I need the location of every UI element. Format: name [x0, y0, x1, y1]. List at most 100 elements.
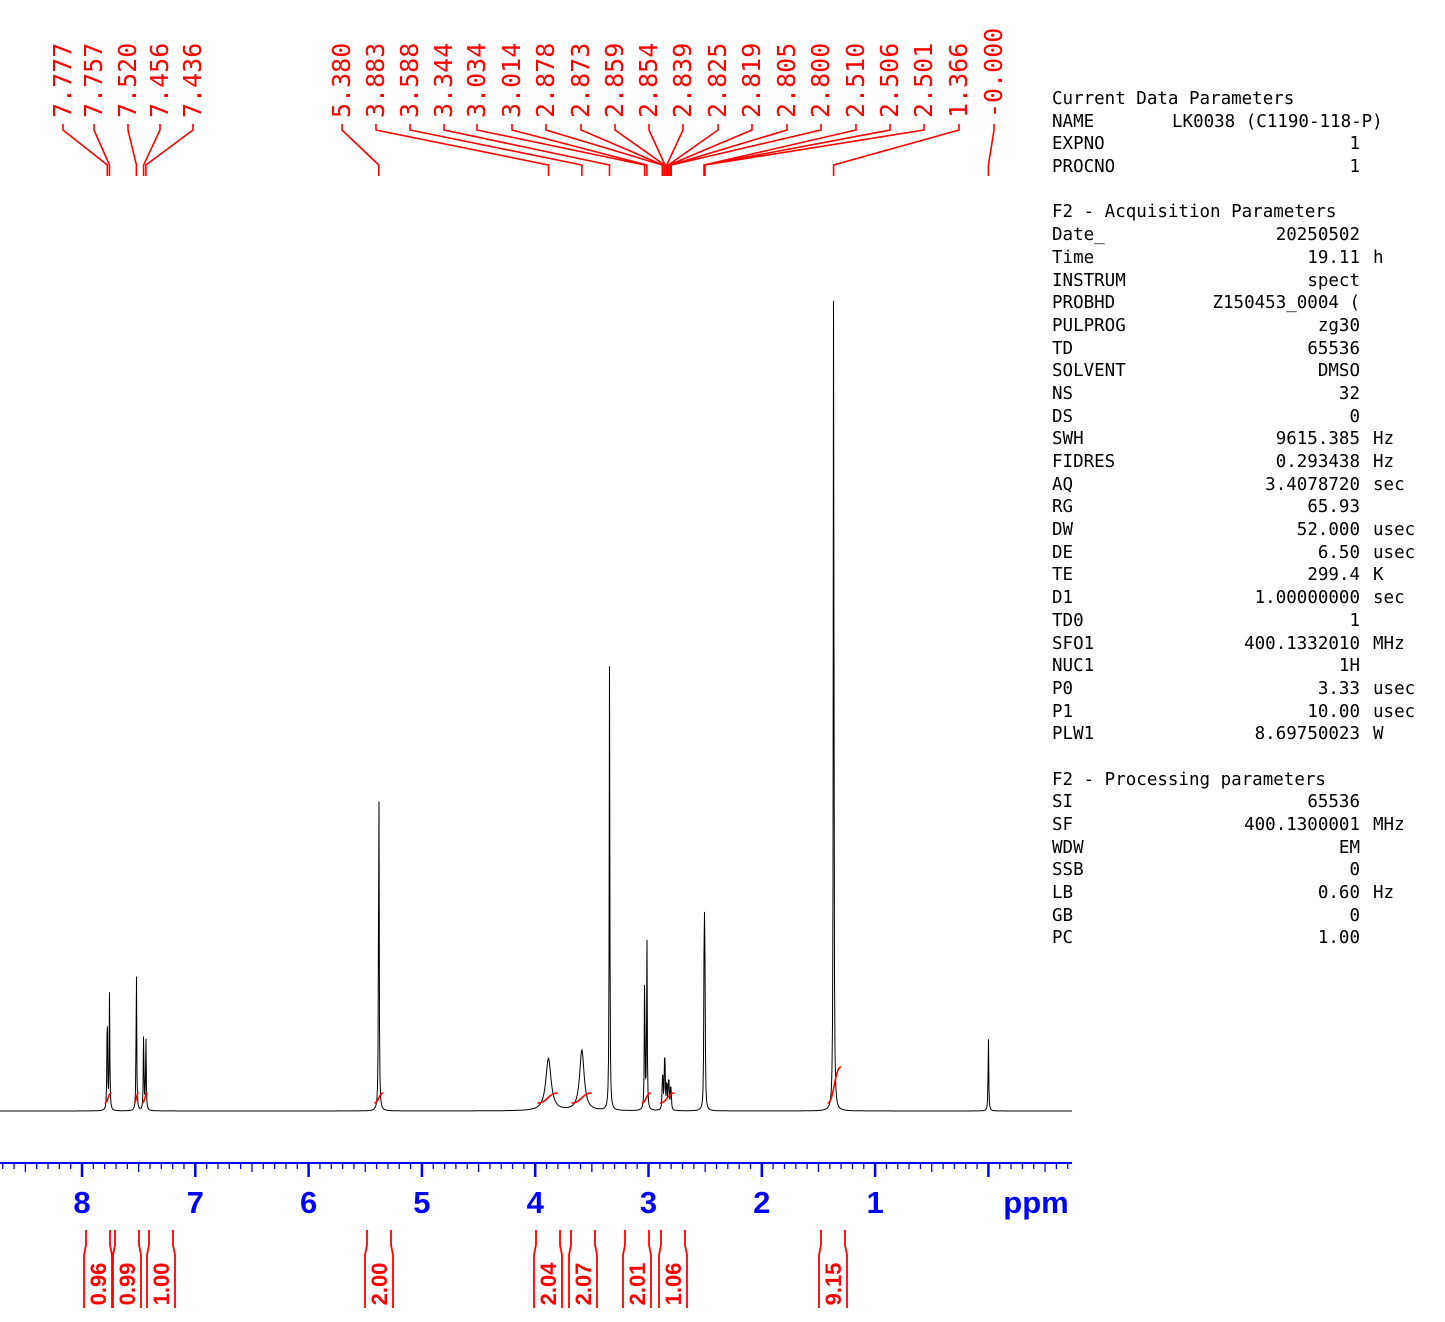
integral-curve: [133, 1092, 140, 1104]
param-row: NUC1 1H: [1052, 655, 1437, 678]
integral-bracket: [818, 1230, 848, 1308]
peak-leader-line: [580, 124, 664, 176]
peak-label: 3.014: [497, 43, 526, 118]
processing-parameters: F2 - Processing parameters SI 65536 SF 400.…: [1052, 769, 1437, 951]
param-unit: W: [1373, 724, 1384, 745]
param-key: LB: [1052, 883, 1074, 904]
integral-curve: [659, 1092, 675, 1104]
param-key: SI: [1052, 792, 1074, 813]
param-key: PC: [1052, 928, 1074, 949]
x-axis-unit-label: ppm: [1003, 1185, 1068, 1220]
param-unit: Hz: [1373, 452, 1395, 472]
param-key: AQ: [1052, 474, 1074, 495]
param-row-name: NAME LK0038 (C1190-118-P): [1052, 111, 1437, 134]
param-unit: MHz: [1373, 633, 1405, 654]
section-title: Current Data Parameters: [1052, 89, 1295, 109]
param-value: 6.50: [1317, 542, 1360, 563]
peak-leader-line: [668, 124, 753, 176]
peak-label: 2.859: [600, 43, 629, 118]
param-value: 1: [1349, 157, 1360, 178]
peak-leader-line: [614, 124, 666, 176]
param-row: PLW1 8.69750023 W: [1052, 723, 1437, 746]
param-key: FIDRES: [1052, 452, 1116, 472]
param-row: SI 65536: [1052, 791, 1437, 814]
peak-leader-line: [409, 124, 583, 176]
param-unit: sec: [1373, 588, 1405, 609]
integral-value: 1.00: [149, 1263, 174, 1306]
param-value: spect: [1307, 270, 1360, 291]
integral-bracket: [622, 1230, 652, 1308]
spectrum-trace-group: [0, 300, 1072, 1112]
peak-label: 3.344: [429, 43, 458, 118]
param-value: 19.11: [1307, 247, 1360, 268]
param-key: PLW1: [1052, 724, 1095, 745]
peak-leader-line: [665, 124, 684, 176]
param-value: Z150453_0004 (: [1212, 293, 1360, 314]
peak-label: 3.034: [462, 43, 491, 118]
param-key: SFO1: [1052, 633, 1095, 654]
integral-bracket: [146, 1230, 176, 1308]
param-value: zg30: [1317, 315, 1360, 336]
param-row: RG 65.93: [1052, 496, 1437, 519]
param-value: 0: [1349, 406, 1360, 427]
x-tick-label: 1: [866, 1185, 883, 1220]
param-row: PROBHD Z150453_0004 (: [1052, 292, 1437, 315]
integral-label: 2.04: [533, 1230, 563, 1308]
param-row: PC 1.00: [1052, 927, 1437, 950]
param-row: GB 0: [1052, 905, 1437, 928]
param-key: DW: [1052, 520, 1074, 541]
peak-label: 2.854: [634, 43, 663, 118]
param-value: 10.00: [1307, 701, 1360, 722]
param-row: EXPNO 1: [1052, 133, 1437, 156]
integral-label: 2.01: [622, 1230, 652, 1308]
param-row: AQ 3.4078720 sec: [1052, 474, 1437, 497]
param-value: 299.4: [1307, 565, 1360, 586]
param-value: 0: [1349, 905, 1360, 926]
integral-label: 2.00: [364, 1230, 394, 1308]
param-value: 8.69750023: [1254, 724, 1360, 745]
param-row: Date_ 20250502: [1052, 224, 1437, 247]
peak-leader-line: [667, 124, 719, 176]
param-key: PROCNO: [1052, 157, 1116, 178]
param-value: DMSO: [1317, 361, 1360, 382]
param-row: Time 19.11 h: [1052, 247, 1437, 270]
param-key: TD: [1052, 338, 1074, 359]
x-tick-label: 2: [753, 1185, 770, 1220]
peak-label: 2.805: [772, 43, 801, 118]
peak-leader-line: [62, 124, 109, 176]
peak-label: 2.873: [566, 43, 595, 118]
param-key: PULPROG: [1052, 315, 1126, 336]
param-row: PULPROG zg30: [1052, 315, 1437, 338]
param-row: INSTRUM spect: [1052, 270, 1437, 293]
peak-label: 3.883: [361, 43, 390, 118]
param-row: TD 65536: [1052, 338, 1437, 361]
integral-label: 2.07: [568, 1230, 598, 1308]
param-key: P0: [1052, 678, 1074, 699]
param-value: 1.00000000: [1254, 588, 1360, 609]
param-key: PROBHD: [1052, 293, 1116, 314]
nmr-spectrum-chart: 7.777 7.757 7.520 7.456 7.436 5.380 3.883 3.588…: [0, 28, 1072, 1308]
peak-label: 2.878: [531, 43, 560, 118]
param-row: P0 3.33 usec: [1052, 678, 1437, 701]
param-value: 65.93: [1307, 497, 1360, 518]
param-unit: sec: [1373, 474, 1405, 495]
param-row: DS 0: [1052, 406, 1437, 429]
param-value: 20250502: [1275, 225, 1360, 246]
param-unit: K: [1373, 565, 1384, 586]
param-key: DS: [1052, 406, 1074, 427]
param-row: SWH 9615.385 Hz: [1052, 428, 1437, 451]
integral-curve: [104, 1092, 112, 1104]
x-tick-label: 8: [73, 1185, 90, 1220]
integral-curve: [537, 1092, 558, 1104]
param-row: TD0 1: [1052, 610, 1437, 633]
peak-leader-line: [341, 124, 380, 176]
param-value: 52.000: [1296, 520, 1360, 541]
peak-label: 3.588: [395, 43, 424, 118]
param-key: TE: [1052, 565, 1074, 586]
integral-value: 0.96: [86, 1263, 111, 1306]
ppm-axis: 8 7 6 5 4 3 2 1 ppm: [0, 1162, 1072, 1220]
param-row: PROCNO 1: [1052, 156, 1437, 179]
peak-label: 1.366: [944, 43, 973, 118]
peak-label: 7.757: [79, 43, 108, 118]
peak-leader-line: [142, 124, 161, 176]
